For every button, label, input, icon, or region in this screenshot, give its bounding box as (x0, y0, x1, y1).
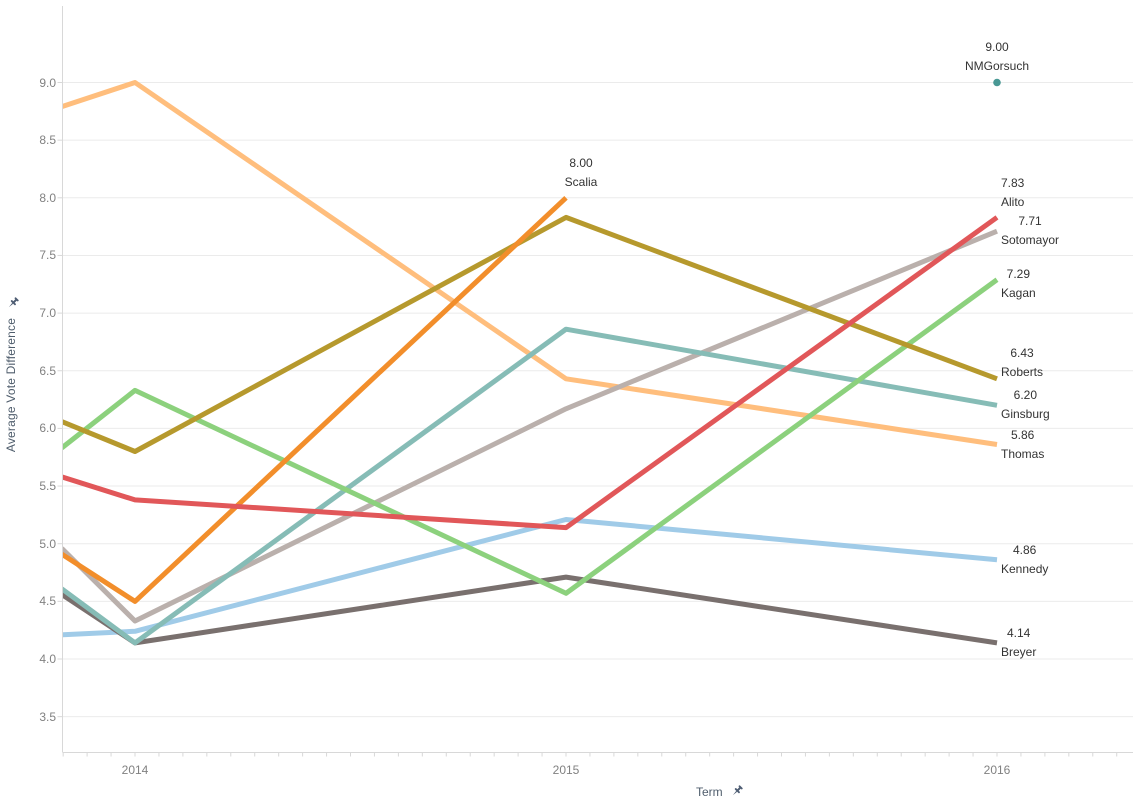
pushpin-icon[interactable] (729, 784, 744, 799)
y-tick-label: 4.0 (39, 652, 56, 666)
series-label-value: 7.83 (1001, 176, 1025, 191)
series-label-thomas: 5.86 Thomas (1001, 426, 1044, 464)
series-label-name: Breyer (1001, 644, 1037, 659)
series-label-value: 4.86 (1013, 542, 1037, 557)
series-label-nmgorsuch: 9.00 NMGorsuch (965, 38, 1029, 76)
series-label-value: 5.86 (1011, 427, 1035, 442)
series-label-name: Kennedy (1001, 561, 1049, 576)
series-label-value: 6.20 (1013, 388, 1038, 403)
series-label-breyer: 4.14 Breyer (1001, 624, 1036, 662)
y-tick-label: 6.0 (39, 421, 56, 436)
series-line-sotomayor[interactable] (62, 228, 998, 624)
series-label-sotomayor: 7.71 Sotomayor (1001, 212, 1059, 250)
series-label-value: 9.00 (985, 39, 1009, 54)
pushpin-icon[interactable] (5, 296, 20, 311)
y-tick-label: 8.5 (39, 133, 56, 148)
series-line-ginsburg[interactable] (62, 326, 998, 646)
x-tick-label: 2014 (121, 763, 149, 777)
series-line-roberts[interactable] (62, 214, 998, 454)
series-label-value: 4.14 (1006, 625, 1031, 640)
series-line-thomas[interactable] (62, 80, 998, 447)
series-label-name: Roberts (1001, 364, 1044, 379)
y-tick-label: 7.5 (39, 248, 56, 263)
series-label-value: 7.71 (1018, 214, 1042, 229)
series-label-name: Thomas (1001, 446, 1045, 461)
series-label-alito: 7.83 Alito (1001, 174, 1024, 212)
series-label-name: Scalia (564, 174, 598, 189)
series-label-name: NMGorsuch (964, 58, 1030, 73)
series-label-value: 8.00 (569, 155, 593, 170)
series-label-name: Kagan (1001, 285, 1036, 300)
series-line-scalia[interactable] (62, 195, 568, 604)
series-line-kagan[interactable] (62, 277, 999, 596)
y-tick-label: 5.0 (39, 536, 56, 551)
series-label-name: Alito (1001, 195, 1025, 210)
series-label-kagan: 7.29 Kagan (1001, 265, 1036, 303)
series-label-value: 6.43 (1010, 345, 1034, 360)
series-label-name: Ginsburg (1001, 407, 1050, 422)
x-axis-title-label: Term (696, 784, 723, 799)
y-axis-title: Average Vote Difference (4, 317, 18, 453)
series-label-roberts: 6.43 Roberts (1001, 344, 1043, 382)
x-tick-label: 2015 (552, 763, 580, 777)
series-line-alito[interactable] (62, 215, 999, 531)
x-tick-label: 2016 (983, 763, 1011, 777)
series-label-scalia: 8.00 Scalia (565, 154, 598, 192)
series-label-value: 7.29 (1006, 266, 1031, 281)
series-label-kennedy: 4.86 Kennedy (1001, 541, 1048, 579)
data-point-nmgorsuch[interactable] (993, 78, 1001, 87)
y-tick-label: 5.5 (39, 479, 56, 494)
x-axis-title: Term (696, 784, 744, 799)
y-tick-label: 7.0 (39, 306, 56, 321)
y-tick-label: 3.5 (39, 709, 56, 724)
y-tick-label: 6.5 (39, 363, 56, 378)
y-tick-label: 9.0 (39, 75, 56, 90)
y-tick-label: 4.5 (39, 594, 56, 609)
y-tick-label: 8.0 (39, 190, 56, 205)
series-line-kennedy[interactable] (62, 517, 998, 638)
series-label-name: Sotomayor (1001, 233, 1060, 248)
series-label-ginsburg: 6.20 Ginsburg (1001, 386, 1050, 424)
